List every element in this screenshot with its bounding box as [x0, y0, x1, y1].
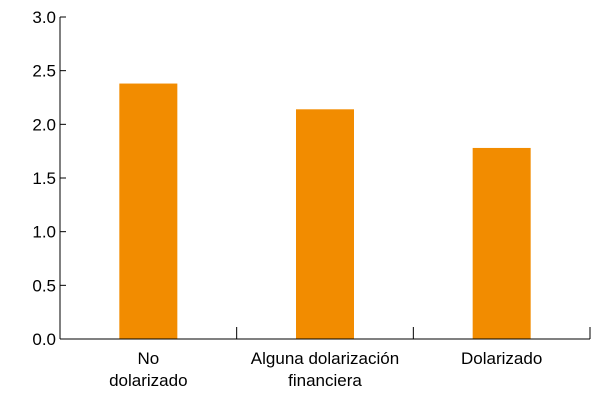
bar: [296, 109, 354, 339]
y-tick-label: 1.0: [32, 223, 56, 242]
x-tick-label: Dolarizado: [461, 349, 542, 368]
y-tick-label: 1.5: [32, 169, 56, 188]
x-tick-label: financiera: [288, 371, 362, 390]
bar: [119, 83, 178, 340]
x-ticks-group: No dolarizado Alguna dolarización financier…: [109, 327, 591, 390]
y-tick-label: 2.0: [32, 115, 56, 134]
y-tick-label: 3.0: [32, 8, 56, 27]
x-tick-label: dolarizado: [109, 371, 187, 390]
x-tick-label: Alguna dolarización: [251, 349, 399, 368]
y-tick-label: 0.0: [32, 330, 56, 349]
x-tick-label: No: [137, 349, 159, 368]
bar: [472, 147, 531, 339]
y-ticks-group: 0.0 0.5 1.0 1.5 2.0 2.5 3.0: [32, 8, 66, 349]
y-tick-label: 2.5: [32, 62, 56, 81]
bars-group: [119, 83, 531, 340]
y-tick-label: 0.5: [32, 276, 56, 295]
